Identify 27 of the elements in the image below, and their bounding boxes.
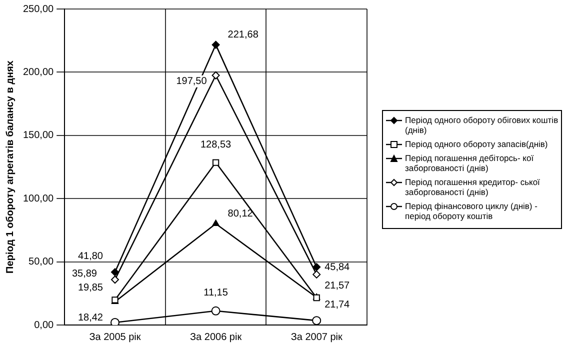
legend-label: Період фінансового циклу (днів) - період обороту коштів <box>405 201 538 221</box>
data-label: 21,57 <box>324 280 350 292</box>
x-tick-label: За 2005 рік <box>89 332 142 343</box>
data-label: 80,12 <box>228 208 254 220</box>
y-axis-title: Період 1 обороту агрегатів балансу в днях <box>4 60 16 274</box>
y-tick-label: 50,00 <box>28 256 54 268</box>
legend-label: Період одного обороту запасів(днів) <box>405 139 548 149</box>
x-tick-label: За 2006 рік <box>190 332 242 343</box>
legend-label: Період погашення дебіторсь- кої заборгованості (днів) <box>405 153 535 173</box>
y-tick-label: 200,00 <box>22 66 54 78</box>
data-label: 221,68 <box>228 30 259 41</box>
data-label: 19,85 <box>78 282 104 294</box>
data-label: 45,84 <box>324 262 350 273</box>
data-label: 41,80 <box>78 250 104 262</box>
x-tick-label: За 2007 рік <box>290 332 344 343</box>
y-tick-label: 250,00 <box>22 4 54 15</box>
legend-label: Період одного обороту обігових коштів (днів) <box>405 115 559 135</box>
y-tick-label: 150,00 <box>22 130 54 142</box>
data-label: 128,53 <box>200 139 232 150</box>
y-tick-label: 0,00 <box>34 320 54 331</box>
data-label: 18,42 <box>78 312 104 324</box>
data-label: 197,50 <box>176 76 208 88</box>
data-label: 21,74 <box>324 299 350 310</box>
legend-label: Період погашення кредитор- ської заборгованості (днів) <box>405 177 541 197</box>
data-label: 11,15 <box>204 288 228 299</box>
data-label: 35,89 <box>72 268 98 280</box>
y-tick-label: 100,00 <box>22 193 54 204</box>
